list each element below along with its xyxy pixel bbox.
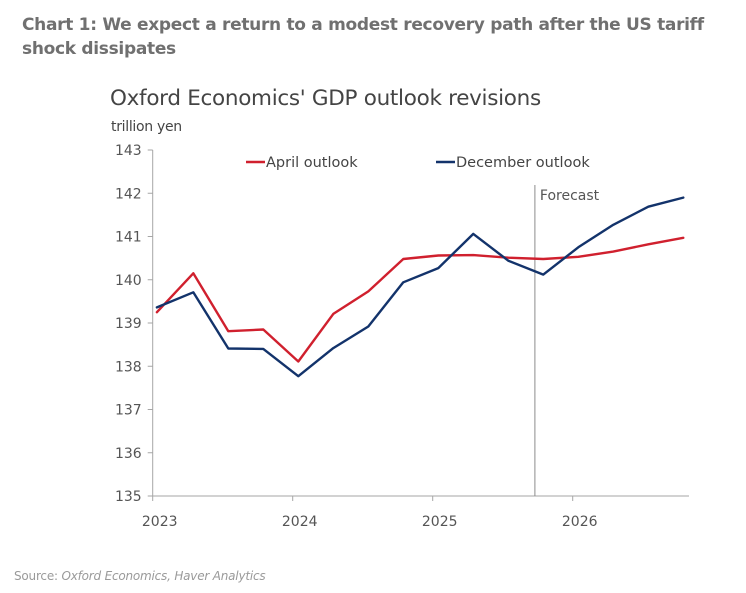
- source-note: Source: Oxford Economics, Haver Analytic…: [14, 569, 266, 583]
- legend-label-december-outlook: December outlook: [456, 155, 590, 171]
- y-tick-label: 135: [115, 489, 142, 505]
- forecast-label: Forecast: [540, 188, 600, 204]
- chart-title: Oxford Economics' GDP outlook revisions: [110, 86, 541, 111]
- y-tick-label: 140: [115, 273, 142, 289]
- y-axis: 135 136 137 138 139 140 141 142 143: [115, 143, 154, 505]
- y-axis-unit-label: trillion yen: [111, 119, 182, 135]
- source-text: Oxford Economics, Haver Analytics: [61, 569, 266, 583]
- y-tick-label: 137: [115, 403, 142, 419]
- y-tick-label: 141: [115, 230, 142, 246]
- series-line-december-outlook: [155, 196, 685, 378]
- y-tick-label: 138: [115, 359, 142, 375]
- source-prefix: Source:: [14, 569, 62, 583]
- legend-label-april-outlook: April outlook: [266, 155, 358, 171]
- y-tick-label: 143: [115, 143, 142, 159]
- x-tick-label: 2024: [282, 514, 318, 530]
- legend: April outlook December outlook: [246, 155, 590, 171]
- x-tick-label: 2025: [422, 514, 458, 530]
- y-tick-label: 139: [115, 316, 142, 332]
- y-tick-label: 136: [115, 446, 142, 462]
- series-line-april-outlook: [155, 236, 685, 363]
- series-lines: [155, 196, 685, 378]
- x-tick-label: 2026: [562, 514, 598, 530]
- x-axis: 2023 2024 2025 2026: [142, 495, 689, 530]
- annotations: Forecast: [534, 185, 600, 496]
- chart-headline: Chart 1: We expect a return to a modest …: [22, 15, 704, 59]
- x-tick-label: 2023: [142, 514, 178, 530]
- y-tick-label: 142: [115, 186, 142, 202]
